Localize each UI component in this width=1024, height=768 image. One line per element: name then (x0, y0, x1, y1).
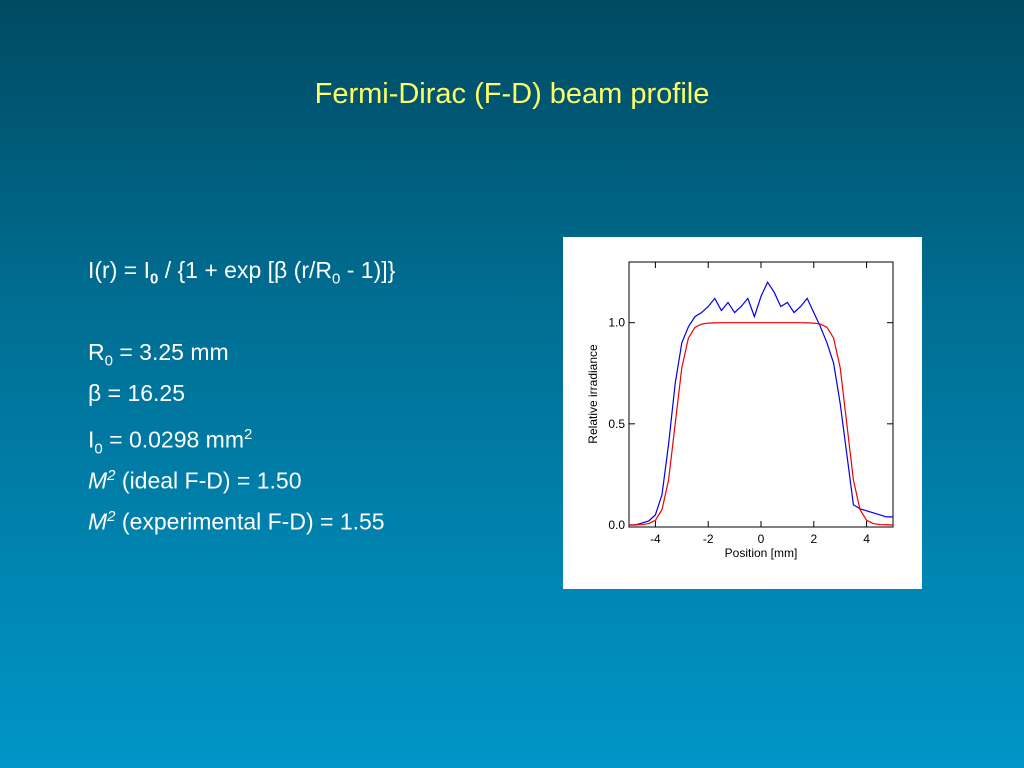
text-segment: M (88, 467, 108, 494)
text-line: M2 (ideal F-D) = 1.50 (88, 455, 395, 496)
text-segment: / {1 + exp [β (r/R (158, 257, 332, 283)
x-tick-label: 4 (863, 532, 870, 546)
chart: Position [mm] Relative irradiance -4 -2 0 2… (563, 237, 922, 589)
text-line: I(r) = I0 / {1 + exp [β (r/R0 - 1)]} (88, 250, 395, 291)
text-line: M2 (experimental F-D) = 1.55 (88, 496, 395, 537)
data-line (628, 322, 894, 526)
text-segment: (ideal F-D) = 1.50 (115, 467, 302, 494)
text-line: R0 = 3.25 mm (88, 332, 395, 373)
y-tick-label: 0.0 (608, 518, 625, 532)
text-segment: I (88, 426, 95, 453)
slide-title: Fermi-Dirac (F-D) beam profile (314, 78, 710, 110)
text-block: I(r) = I0 / {1 + exp [β (r/R0 - 1)]} R0 =… (88, 250, 395, 537)
text-segment: - 1)]} (340, 257, 396, 283)
text-segment: 0 (104, 352, 113, 370)
y-tick-label: 0.5 (608, 417, 625, 431)
text-line: I0 = 0.0298 mm2 (88, 414, 395, 458)
text-segment: 0 (332, 270, 341, 288)
x-tick-label: -4 (650, 532, 661, 546)
text-segment: 2 (107, 467, 116, 484)
text-segment: (experimental F-D) = 1.55 (115, 508, 385, 535)
text-segment: 2 (107, 508, 116, 525)
text-segment: β = 16.25 (88, 380, 185, 406)
y-axis-label: Relative irradiance (586, 344, 600, 444)
text-segment: R (88, 339, 105, 365)
text-segment: = 0.0298 mm (102, 426, 245, 453)
x-tick-label: -2 (703, 532, 714, 546)
x-tick-label: 0 (758, 532, 765, 546)
text-segment: 0 (94, 440, 103, 458)
text-segment: M (88, 508, 108, 535)
text-line: β = 16.25 (88, 373, 395, 414)
x-tick-label: 2 (810, 532, 817, 546)
x-axis-label: Position [mm] (725, 546, 798, 560)
y-tick-label: 1.0 (608, 316, 625, 330)
text-segment: 2 (244, 426, 253, 443)
data-line (629, 280, 893, 526)
text-segment: = 3.25 mm (112, 339, 229, 365)
text-segment: I(r) = I (88, 257, 150, 283)
plot-frame (628, 261, 894, 528)
text-segment: 0 (149, 270, 159, 288)
